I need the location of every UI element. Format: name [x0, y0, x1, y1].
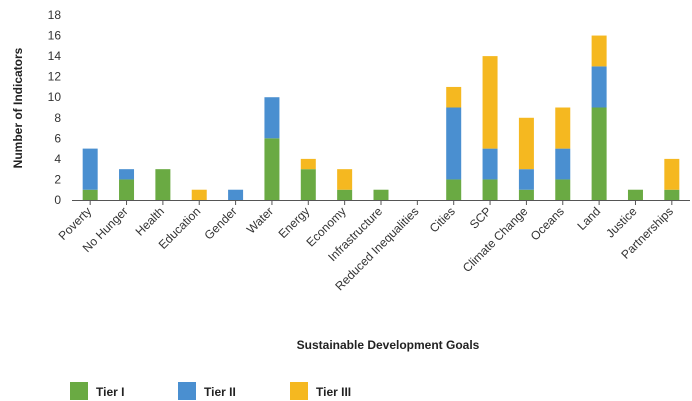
bar-segment-1: [482, 179, 498, 200]
y-tick-label: 8: [54, 111, 61, 125]
bar-segment-1: [337, 189, 353, 200]
bar-segment-1: [373, 189, 389, 200]
bar-segment-1: [446, 179, 462, 200]
y-axis-ticks: 0 2 4 6 8 10 12 14 16 18: [48, 8, 62, 207]
x-tick-label: Oceans: [528, 204, 567, 243]
bar-segment-2: [82, 148, 98, 190]
bar-segment-3: [555, 107, 571, 149]
legend-label: Tier III: [316, 385, 351, 399]
bar-segment-2: [518, 169, 534, 190]
x-tick-label: Health: [133, 204, 167, 238]
legend: Tier I Tier II Tier III: [70, 382, 351, 400]
bar-segment-2: [264, 97, 280, 139]
bar-segment-2: [482, 148, 498, 180]
legend-swatch: [178, 382, 196, 400]
x-tick-label: SCP: [467, 204, 494, 231]
bar-segment-3: [300, 158, 316, 170]
bar-segment-2: [228, 189, 244, 200]
x-tick-label: Cities: [427, 204, 458, 235]
bar-segment-3: [518, 117, 534, 170]
x-tick-label: Climate Change: [460, 204, 531, 275]
bar-segment-3: [664, 158, 680, 190]
y-tick-label: 16: [48, 29, 62, 43]
bar-segment-1: [664, 189, 680, 200]
legend-swatch: [290, 382, 308, 400]
bar-segment-2: [446, 107, 462, 180]
y-tick-label: 12: [48, 70, 62, 84]
x-tick-label: Gender: [202, 204, 240, 242]
y-axis-title: Number of Indicators: [11, 47, 25, 168]
y-tick-label: 10: [48, 90, 62, 104]
bar-segment-3: [591, 35, 607, 67]
bar-segment-1: [300, 169, 316, 200]
bar-segment-2: [591, 66, 607, 108]
bar-segment-1: [591, 107, 607, 200]
bar-segment-1: [119, 179, 135, 200]
y-tick-label: 0: [54, 193, 61, 207]
bar-segment-3: [446, 86, 462, 108]
bar-segment-1: [518, 189, 534, 200]
legend-label: Tier I: [96, 385, 124, 399]
bar-segment-3: [337, 169, 353, 190]
bar-segment-1: [82, 189, 98, 200]
legend-label: Tier II: [204, 385, 236, 399]
x-tick-label: Water: [244, 204, 276, 236]
bar-segment-1: [155, 169, 171, 200]
y-tick-label: 18: [48, 8, 62, 22]
bar-segment-1: [627, 189, 643, 200]
bar-segment-2: [119, 169, 135, 180]
y-tick-label: 14: [48, 49, 62, 63]
y-tick-label: 2: [54, 172, 61, 186]
bar-segment-1: [264, 138, 280, 200]
x-tick-label: Land: [574, 204, 603, 233]
bar-segment-3: [191, 189, 207, 200]
bar-segment-1: [555, 179, 571, 200]
x-axis-title: Sustainable Development Goals: [297, 338, 480, 352]
y-tick-label: 6: [54, 131, 61, 145]
bar-segment-3: [482, 56, 498, 149]
legend-swatch: [70, 382, 88, 400]
bar-segment-2: [555, 148, 571, 180]
y-tick-label: 4: [54, 152, 61, 166]
bars: [82, 35, 680, 200]
